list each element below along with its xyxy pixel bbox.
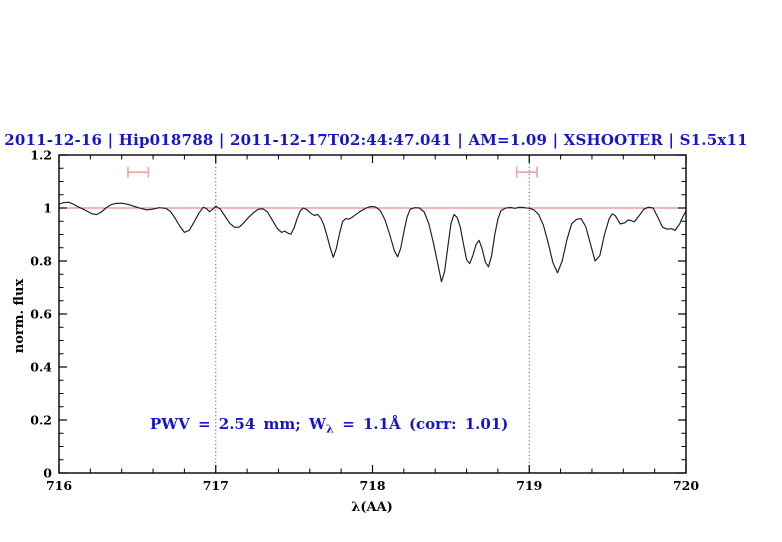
y-tick-label: 1.2 <box>30 147 52 162</box>
pwv-annotation: PWV = 2.54 mm; Wλ = 1.1Å (corr: 1.01) <box>150 415 508 436</box>
y-tick-label: 0.2 <box>30 412 52 427</box>
y-tick-label: 0.6 <box>30 306 52 321</box>
x-tick-label: 720 <box>673 478 699 493</box>
y-tick-label: 1 <box>43 200 52 215</box>
y-tick-label: 0 <box>43 465 52 480</box>
x-tick-label: 719 <box>516 478 542 493</box>
x-tick-label: 716 <box>46 478 72 493</box>
y-tick-label: 0.8 <box>30 253 52 268</box>
y-axis-label: norm. flux <box>12 279 27 354</box>
pwv-annotation-pre: PWV = 2.54 mm; W <box>150 415 327 433</box>
x-axis-label: λ(AA) <box>351 500 393 515</box>
chart-title: 2011-12-16 | Hip018788 | 2011-12-17T02:4… <box>4 131 748 149</box>
x-tick-label: 718 <box>359 478 385 493</box>
y-tick-label: 0.4 <box>30 359 52 374</box>
pwv-annotation-sub: λ <box>326 422 334 436</box>
spectrum-curve <box>58 201 687 283</box>
pwv-annotation-post: = 1.1Å (corr: 1.01) <box>334 415 508 433</box>
plot-area: 716 717 718 719 720 0 0.2 0.4 0.6 0.8 1 1.2 <box>30 147 699 493</box>
x-tick-label: 717 <box>203 478 229 493</box>
